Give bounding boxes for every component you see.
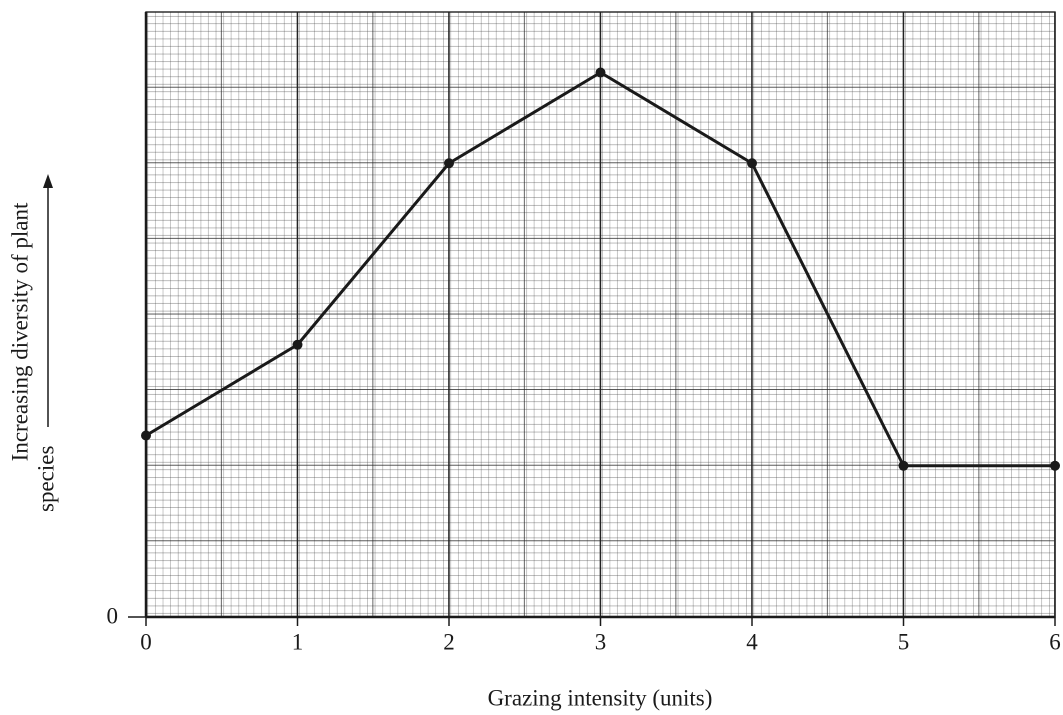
data-point [444, 158, 454, 169]
y-tick-label: 0 [107, 603, 119, 628]
data-point [292, 339, 303, 350]
x-tick-label: 5 [898, 629, 910, 654]
x-tick-label: 1 [292, 629, 304, 654]
y-axis-title: Increasing diversity of plant [7, 202, 32, 461]
data-point [1050, 460, 1060, 471]
x-tick-label: 6 [1049, 629, 1061, 654]
data-point [747, 158, 757, 169]
x-tick-label: 4 [746, 629, 758, 654]
data-point [898, 460, 909, 471]
data-point [595, 67, 606, 78]
x-tick-label: 0 [140, 629, 152, 654]
x-axis-title: Grazing intensity (units) [488, 685, 713, 710]
data-point [141, 430, 151, 441]
x-tick-label: 2 [443, 629, 455, 654]
y-axis-title: species [33, 446, 58, 512]
x-tick-label: 3 [595, 629, 607, 654]
y-axis-arrowhead [43, 174, 53, 188]
